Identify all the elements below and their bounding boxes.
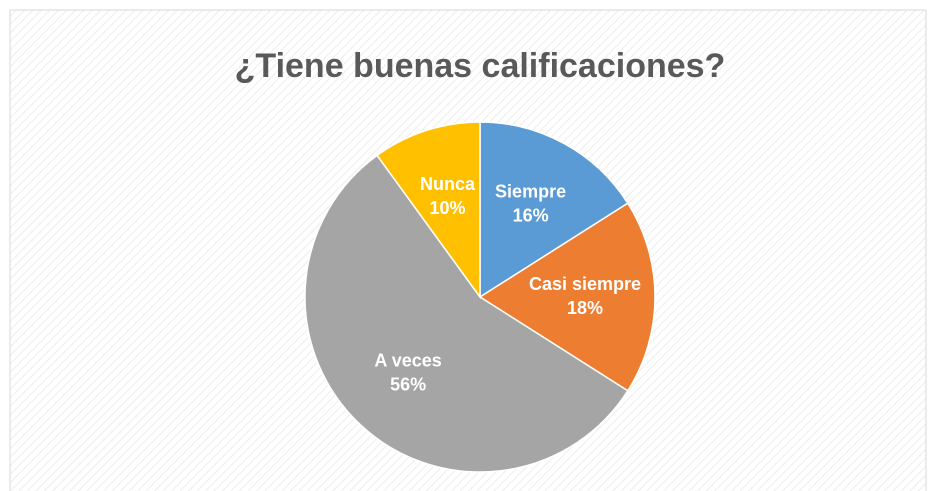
pie-slice xyxy=(304,154,629,473)
pie-slice xyxy=(479,121,629,299)
slice-value-label: 10% xyxy=(430,198,466,218)
pie-slice xyxy=(478,202,656,392)
slice-category-label: A veces xyxy=(374,350,441,370)
slice-category-label: Casi siempre xyxy=(529,274,641,294)
slice-value-label: 56% xyxy=(390,374,426,394)
chart-title: ¿Tiene buenas calificaciones? xyxy=(235,47,726,85)
slice-category-label: Siempre xyxy=(495,182,566,202)
slice-category-label: Nunca xyxy=(420,174,476,194)
pie-slice xyxy=(376,121,481,300)
slice-value-label: 16% xyxy=(513,206,549,226)
slice-value-label: 18% xyxy=(567,298,603,318)
